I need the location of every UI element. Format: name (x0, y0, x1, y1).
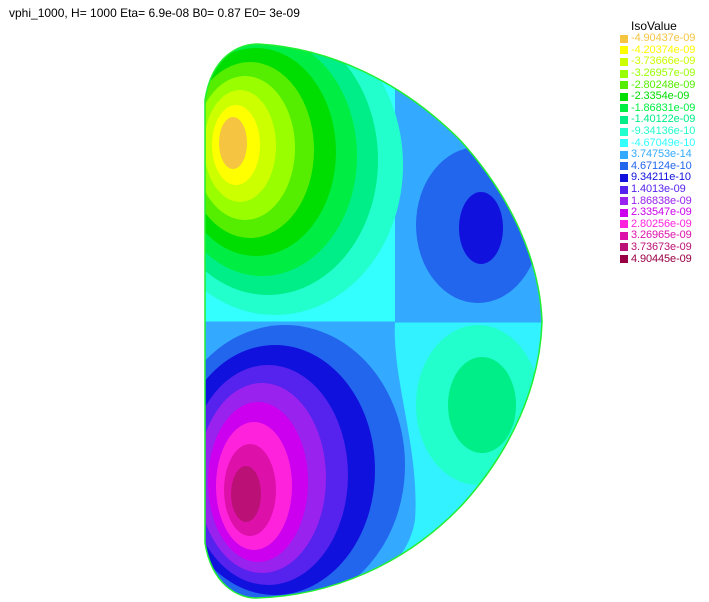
legend-label: 2.33547e-09 (631, 206, 692, 219)
legend-swatch (620, 57, 628, 66)
legend-item: -1.86831e-09 (620, 101, 709, 115)
legend-item: 4.90445e-09 (620, 253, 709, 265)
legend-swatch (620, 81, 628, 90)
legend-label: 3.74753e-14 (631, 148, 692, 161)
legend-label: -2.80248e-09 (631, 78, 696, 91)
legend-item: 3.73673e-09 (620, 240, 709, 254)
legend-label: 4.90445e-09 (631, 252, 692, 265)
legend-item: -4.90437e-09 (620, 33, 709, 45)
legend-swatch (620, 115, 628, 124)
legend-swatch (620, 92, 628, 101)
legend-swatch (620, 173, 628, 182)
legend-label: 9.34211e-10 (631, 171, 691, 184)
legend-swatch (620, 208, 628, 217)
legend-label: -3.73666e-09 (631, 55, 696, 68)
legend-item: -2.80248e-09 (620, 79, 709, 91)
domain-boundary (204, 43, 543, 599)
legend-label: 2.80256e-09 (631, 217, 692, 230)
contour-regions (205, 44, 542, 598)
legend-label: 3.26965e-09 (631, 229, 692, 242)
legend-item: -9.34136e-10 (620, 126, 709, 138)
legend-item: -2.3354e-09 (620, 91, 709, 103)
legend-item: 2.80256e-09 (620, 217, 709, 231)
legend-label: 3.73673e-09 (631, 240, 692, 253)
legend: IsoValue -4.90437e-09 -4.20374e-09 -3.7366… (620, 19, 709, 265)
legend-label: 4.67124e-10 (631, 159, 692, 172)
plot-title: vphi_1000, H= 1000 Eta= 6.9e-08 B0= 0.87… (9, 6, 300, 20)
legend-label: -4.67049e-10 (631, 136, 696, 149)
legend-swatch (620, 34, 628, 43)
legend-swatch (620, 127, 628, 136)
legend-swatch (620, 243, 628, 252)
legend-items: -4.90437e-09 -4.20374e-09 -3.73666e-09 -3.2… (620, 33, 709, 265)
legend-swatch (620, 150, 628, 159)
legend-item: 9.34211e-10 (620, 172, 709, 184)
legend-swatch (620, 46, 628, 55)
legend-item: -3.26957e-09 (620, 68, 709, 80)
legend-swatch (620, 69, 628, 78)
legend-item: 1.4013e-09 (620, 184, 709, 196)
legend-item: 1.86838e-09 (620, 195, 709, 207)
legend-swatch (620, 162, 628, 171)
legend-item: -1.40122e-09 (620, 114, 709, 126)
legend-swatch (620, 185, 628, 194)
legend-item: 3.74753e-14 (620, 149, 709, 161)
legend-swatch (620, 220, 628, 229)
legend-item: -3.73666e-09 (620, 56, 709, 68)
legend-label: -4.90437e-09 (631, 32, 696, 45)
legend-title: IsoValue (631, 19, 677, 33)
legend-label: -4.20374e-09 (631, 43, 696, 56)
legend-swatch (620, 231, 628, 240)
legend-label: -1.40122e-09 (631, 113, 696, 126)
legend-label: -2.3354e-09 (631, 90, 690, 103)
legend-swatch (620, 104, 628, 113)
legend-swatch (620, 139, 628, 148)
legend-item: 4.67124e-10 (620, 159, 709, 173)
legend-item: 2.33547e-09 (620, 207, 709, 219)
legend-swatch (620, 255, 628, 264)
legend-label: 1.4013e-09 (631, 183, 686, 196)
legend-item: -4.20374e-09 (620, 43, 709, 57)
legend-item: 3.26965e-09 (620, 230, 709, 242)
legend-label: -9.34136e-10 (631, 125, 696, 138)
legend-label: -1.86831e-09 (631, 101, 696, 114)
legend-label: 1.86838e-09 (631, 194, 692, 207)
legend-swatch (620, 197, 628, 206)
legend-item: -4.67049e-10 (620, 137, 709, 149)
legend-label: -3.26957e-09 (631, 67, 696, 80)
